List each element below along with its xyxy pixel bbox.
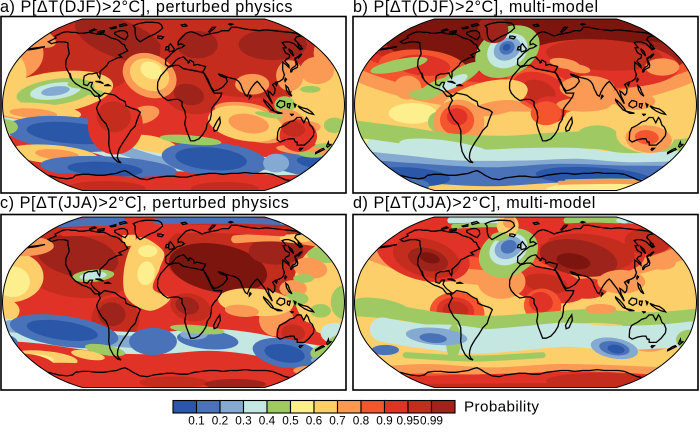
svg-text:0.1: 0.1 <box>188 414 204 428</box>
svg-text:0.7: 0.7 <box>329 414 345 428</box>
svg-text:0.5: 0.5 <box>282 414 299 428</box>
svg-text:0.9: 0.9 <box>376 414 392 428</box>
svg-text:Probability: Probability <box>464 399 539 416</box>
svg-text:d) P[ΔT(JJA)>2°C], multi-model: d) P[ΔT(JJA)>2°C], multi-model <box>353 194 596 212</box>
svg-text:a) P[ΔT(DJF)>2°C], perturbed p: a) P[ΔT(DJF)>2°C], perturbed physics <box>0 0 293 16</box>
svg-text:0.3: 0.3 <box>235 414 252 428</box>
svg-text:0.4: 0.4 <box>259 414 276 428</box>
svg-text:0.99: 0.99 <box>420 414 443 428</box>
svg-text:0.6: 0.6 <box>306 414 323 428</box>
svg-text:0.95: 0.95 <box>397 414 420 428</box>
svg-text:b) P[ΔT(DJF)>2°C], multi-model: b) P[ΔT(DJF)>2°C], multi-model <box>353 0 599 16</box>
svg-text:0.8: 0.8 <box>353 414 370 428</box>
svg-text:c) P[ΔT(JJA)>2°C], perturbed p: c) P[ΔT(JJA)>2°C], perturbed physics <box>0 194 289 212</box>
svg-text:0.2: 0.2 <box>212 414 228 428</box>
